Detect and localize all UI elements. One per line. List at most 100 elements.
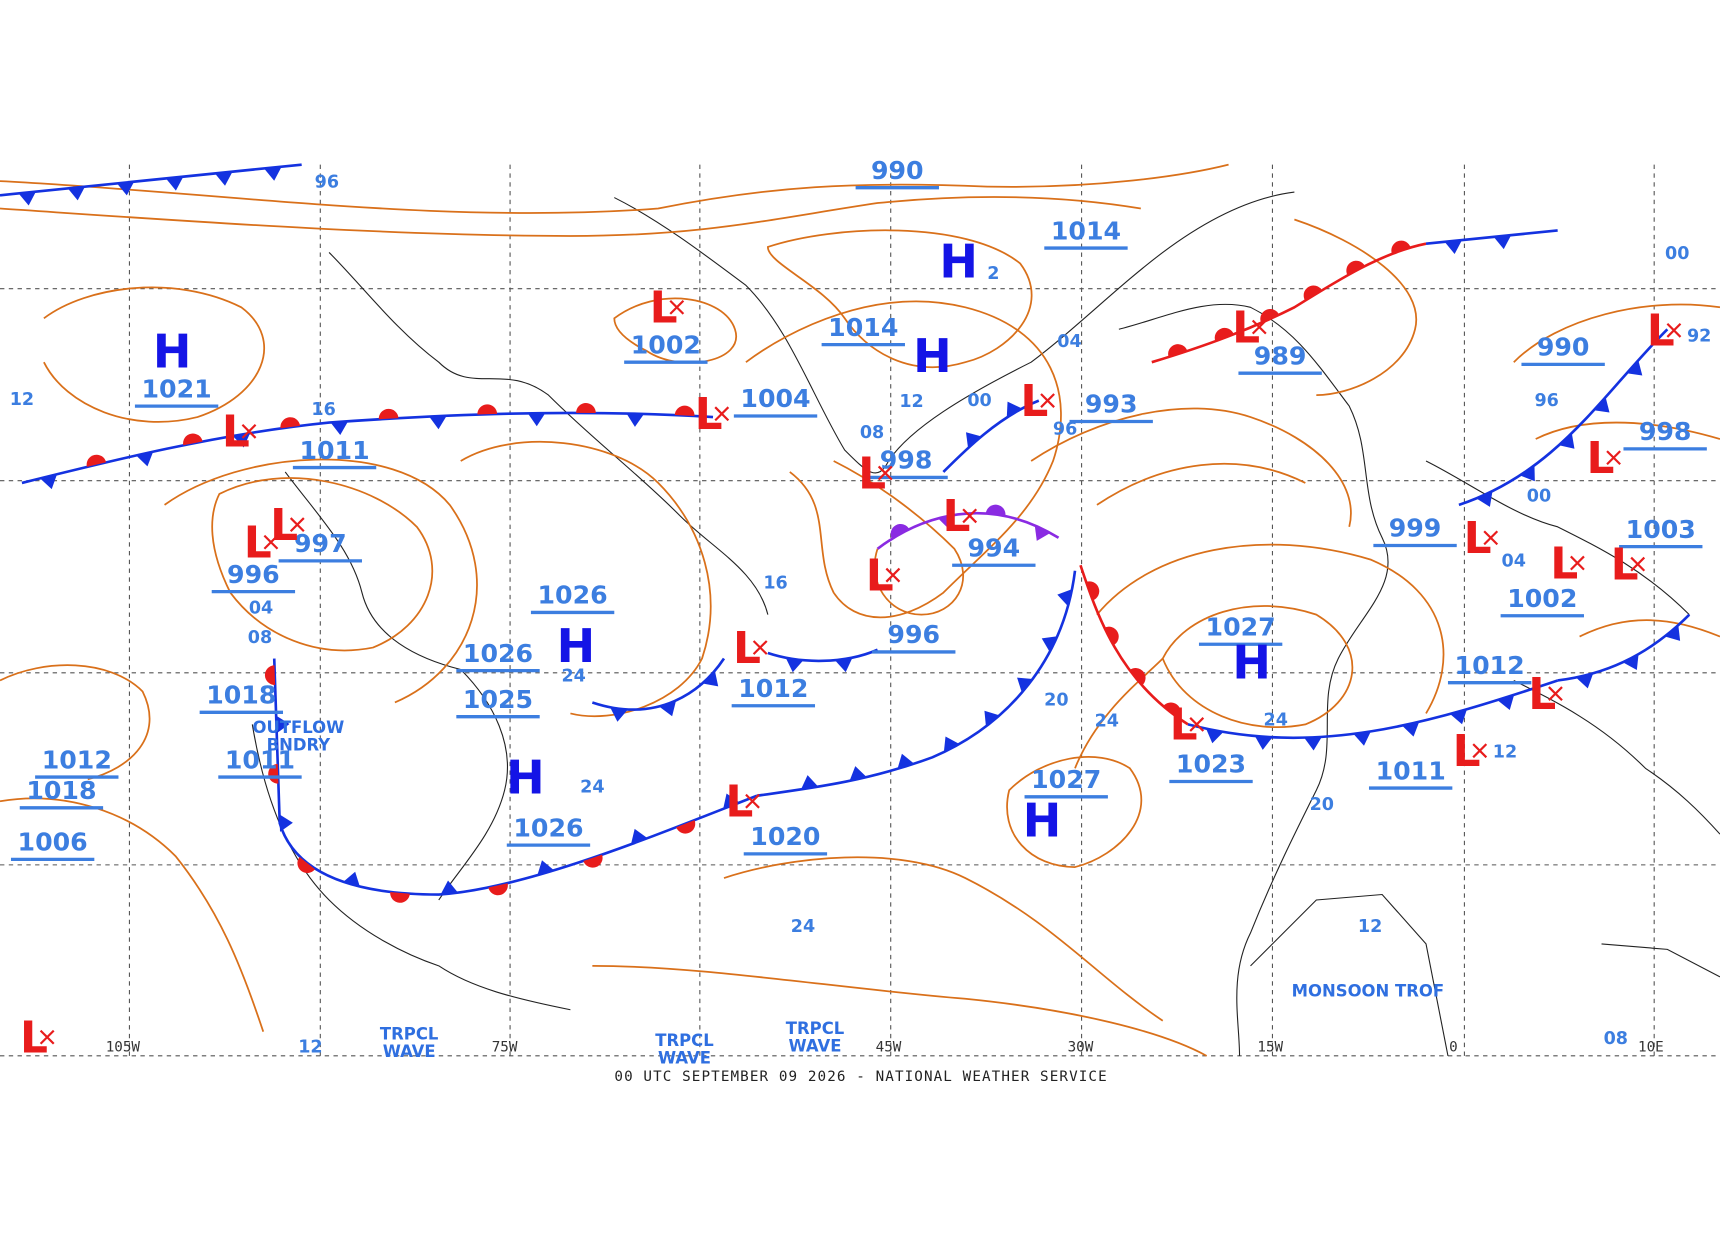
- front-symbol: [1129, 668, 1146, 686]
- longitude-label: 15W: [1257, 1039, 1283, 1055]
- low-cross: [263, 534, 279, 550]
- isobar: [613, 297, 738, 364]
- isobar: [43, 286, 266, 423]
- front-symbol: [276, 715, 290, 734]
- pressure-label: 1027: [1206, 612, 1276, 641]
- annotation: TRPCL WAVE: [786, 1019, 845, 1056]
- front-symbol: [583, 854, 603, 868]
- annotation: OUTFLOW BNDRY: [252, 718, 344, 755]
- front-symbol: [1206, 728, 1224, 744]
- front-symbol: [440, 880, 459, 895]
- isobar-label: 08: [1604, 1029, 1628, 1049]
- pressure-label: 1012: [42, 745, 112, 774]
- high-center: H: [153, 325, 192, 379]
- annotation: MONSOON TROF: [1292, 982, 1444, 1001]
- front-symbol: [390, 892, 410, 903]
- isobar-label: 12: [298, 1038, 322, 1058]
- pressure-label: 1011: [225, 745, 295, 774]
- longitude-label: 45W: [876, 1039, 902, 1055]
- low-center: L: [20, 1013, 48, 1064]
- high-center: H: [506, 751, 545, 805]
- pressure-label: 1018: [26, 776, 96, 805]
- low-cross: [962, 508, 978, 524]
- low-cross: [669, 299, 685, 315]
- isobar: [766, 229, 1033, 368]
- front-symbol: [723, 793, 740, 809]
- front-symbol: [165, 176, 184, 191]
- isobar-label: 92: [1687, 326, 1711, 346]
- front-symbol: [800, 775, 819, 790]
- low-center: L: [1611, 540, 1639, 591]
- isobar-label: 12: [10, 390, 34, 410]
- pressure-label: 1014: [828, 313, 898, 342]
- front-symbol: [1353, 731, 1371, 746]
- front-symbol: [984, 710, 1000, 727]
- isobar: [833, 460, 965, 616]
- front-symbol: [477, 404, 498, 415]
- isobar-label: 00: [967, 391, 991, 411]
- low-center: L: [244, 518, 272, 569]
- isobar: [745, 300, 1062, 619]
- front-symbol: [268, 763, 279, 784]
- isobar-label: 20: [1044, 691, 1068, 711]
- pressure-label: 1027: [1031, 765, 1101, 794]
- isobar-label: 04: [249, 599, 273, 619]
- longitude-label: 0: [1449, 1039, 1458, 1055]
- front-symbol: [1057, 589, 1073, 607]
- front-symbol: [1041, 636, 1058, 653]
- front-symbol: [890, 523, 910, 539]
- pressure-label: 1020: [750, 822, 820, 851]
- isobar: [592, 964, 1208, 1057]
- high-center: H: [1232, 635, 1271, 689]
- pressure-label: 1011: [299, 436, 369, 465]
- map-labels: 990 1014 1014 1002 1004 998 994 996 1012 1020 1021…: [10, 156, 1712, 1068]
- pressure-label: 989: [1254, 341, 1307, 370]
- longitude-label: 30W: [1068, 1039, 1094, 1055]
- isobar-label: 16: [763, 573, 787, 593]
- longitude-label: 10E: [1638, 1039, 1664, 1055]
- low-cross: [1570, 555, 1585, 571]
- front-symbol: [378, 408, 399, 420]
- low-center: L: [1464, 513, 1492, 564]
- front-symbol: [343, 871, 360, 887]
- low-center: L: [1170, 700, 1198, 751]
- front-symbol: [1493, 235, 1512, 250]
- front-symbol: [429, 415, 447, 430]
- front-line: [1151, 242, 1427, 364]
- low-center: L: [1453, 726, 1481, 777]
- low-cross: [1251, 319, 1267, 335]
- low-center: L: [270, 500, 298, 551]
- isobars: [0, 163, 1720, 1057]
- coastlines: [251, 191, 1720, 1056]
- longitude-label: 105W: [106, 1039, 141, 1055]
- low-cross: [1040, 393, 1055, 408]
- front-line: [1187, 679, 1559, 740]
- pressure-label: 1004: [740, 384, 810, 413]
- low-center: L: [943, 491, 971, 542]
- front-symbol: [183, 433, 203, 446]
- front-symbol: [1214, 327, 1234, 342]
- pressure-label: 997: [294, 529, 347, 558]
- isobar: [164, 458, 478, 704]
- front-symbol: [86, 454, 107, 467]
- low-center: L: [725, 777, 753, 828]
- pressure-label: 996: [227, 560, 280, 589]
- high-center: H: [1023, 793, 1062, 847]
- front-symbol: [488, 883, 508, 896]
- front-symbol: [330, 421, 349, 435]
- front-symbol: [537, 860, 555, 876]
- low-center: L: [1020, 376, 1048, 427]
- front-symbol: [835, 657, 853, 673]
- front-symbol: [297, 857, 316, 873]
- front-symbol: [279, 814, 293, 832]
- low-cross: [39, 1029, 55, 1045]
- high-center: H: [913, 329, 952, 383]
- front-symbol: [1520, 465, 1535, 482]
- isobar: [0, 163, 1229, 214]
- isobar: [1006, 756, 1143, 868]
- front-symbol: [610, 707, 628, 722]
- front-symbol: [214, 171, 233, 186]
- low-cross: [1630, 556, 1646, 572]
